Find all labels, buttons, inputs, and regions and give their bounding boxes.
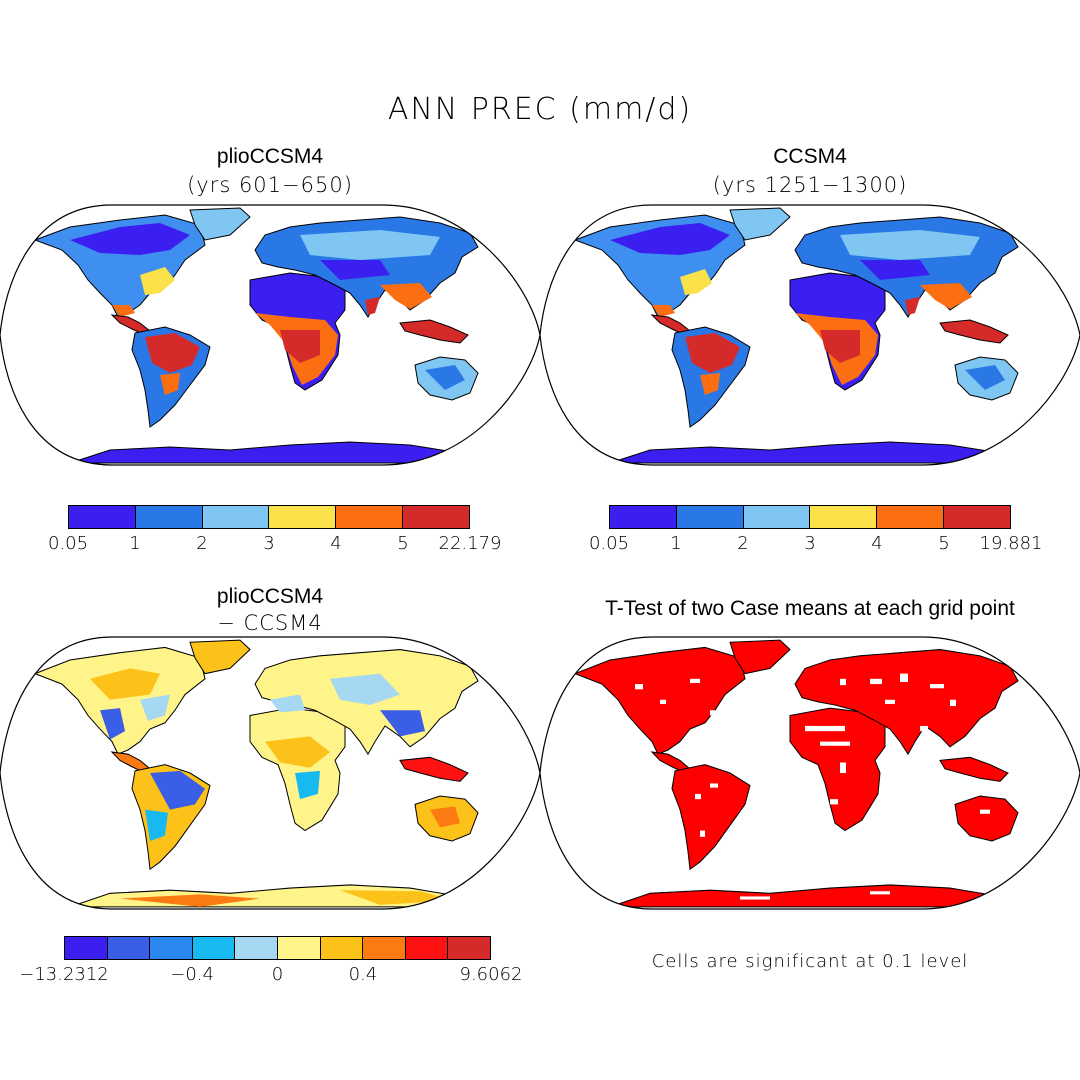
map-top-left — [0, 205, 540, 465]
colorbar-top-left-swatch — [69, 506, 136, 528]
map-bottom-left — [0, 637, 540, 909]
colorbar-bottom-left-tick-label: 0.4 — [349, 964, 378, 985]
colorbar-bottom-left-swatch — [235, 937, 278, 959]
colorbar-top-left-tick-label: 2 — [196, 533, 207, 554]
panel-subtitle-bottom-left: − CCSM4 — [120, 611, 420, 635]
colorbar-top-right-swatch — [810, 506, 877, 528]
colorbar-top-left-tick-label: 3 — [263, 533, 274, 554]
colorbar-ticks-top-left: 0.05 1 2 3 4 5 22.179 — [68, 533, 470, 557]
colorbar-bottom-left — [64, 936, 491, 960]
colorbar-top-left-swatch — [136, 506, 203, 528]
colorbar-bottom-left-swatch — [150, 937, 193, 959]
colorbar-top-right-tick-label: 1 — [670, 533, 681, 554]
colorbar-top-right-swatch — [744, 506, 811, 528]
colorbar-bottom-left-swatch — [321, 937, 364, 959]
colorbar-bottom-left-swatch — [278, 937, 321, 959]
colorbar-top-right — [609, 505, 1011, 529]
colorbar-ticks-top-right: 0.05 1 2 3 4 5 19.881 — [609, 533, 1011, 557]
colorbar-top-left-tick-label: 0.05 — [48, 533, 88, 554]
colorbar-top-right-tick-label: 19.881 — [980, 533, 1043, 554]
colorbar-bottom-left-tick-label: −0.4 — [170, 964, 214, 985]
colorbar-top-right-tick-label: 3 — [804, 533, 815, 554]
colorbar-bottom-left-swatch — [363, 937, 406, 959]
colorbar-top-right-tick-label: 4 — [871, 533, 882, 554]
colorbar-top-left-swatch — [203, 506, 270, 528]
colorbar-top-right-swatch — [610, 506, 677, 528]
colorbar-bottom-left-swatch — [193, 937, 236, 959]
colorbar-top-right-swatch — [877, 506, 944, 528]
main-title: ANN PREC (mm/d) — [0, 92, 1080, 127]
panel-title-bottom-right: T-Test of two Case means at each grid po… — [540, 597, 1080, 621]
colorbar-top-left-tick-label: 1 — [129, 533, 140, 554]
significance-note: Cells are significant at 0.1 level — [500, 951, 1080, 972]
colorbar-top-left — [68, 505, 470, 529]
panel-title-bottom-left: plioCCSM4 — [120, 585, 420, 609]
colorbar-top-left-tick-label: 5 — [397, 533, 408, 554]
colorbar-bottom-left-tick-label: 0 — [272, 964, 283, 985]
colorbar-top-right-swatch — [944, 506, 1010, 528]
colorbar-bottom-left-swatch — [406, 937, 449, 959]
colorbar-top-right-tick-label: 2 — [737, 533, 748, 554]
map-top-right — [540, 205, 1080, 465]
colorbar-top-left-swatch — [336, 506, 403, 528]
colorbar-bottom-left-swatch — [108, 937, 151, 959]
colorbar-top-right-tick-label: 5 — [938, 533, 949, 554]
panel-title-top-left: plioCCSM4 — [120, 145, 420, 169]
colorbar-bottom-left-tick-label: −13.2312 — [19, 964, 109, 985]
colorbar-top-right-tick-label: 0.05 — [589, 533, 629, 554]
colorbar-bottom-left-swatch — [65, 937, 108, 959]
panel-subtitle-top-right: (yrs 1251−1300) — [660, 173, 960, 197]
colorbar-top-left-tick-label: 4 — [330, 533, 341, 554]
colorbar-ticks-bottom-left: −13.2312 −0.4 0 0.4 9.6062 — [64, 964, 491, 988]
colorbar-top-right-swatch — [677, 506, 744, 528]
colorbar-top-left-swatch — [269, 506, 336, 528]
colorbar-top-left-swatch — [403, 506, 469, 528]
colorbar-top-left-tick-label: 22.179 — [439, 533, 502, 554]
colorbar-bottom-left-swatch — [448, 937, 490, 959]
panel-subtitle-top-left: (yrs 601−650) — [120, 173, 420, 197]
panel-title-top-right: CCSM4 — [660, 145, 960, 169]
map-bottom-right — [540, 637, 1080, 909]
